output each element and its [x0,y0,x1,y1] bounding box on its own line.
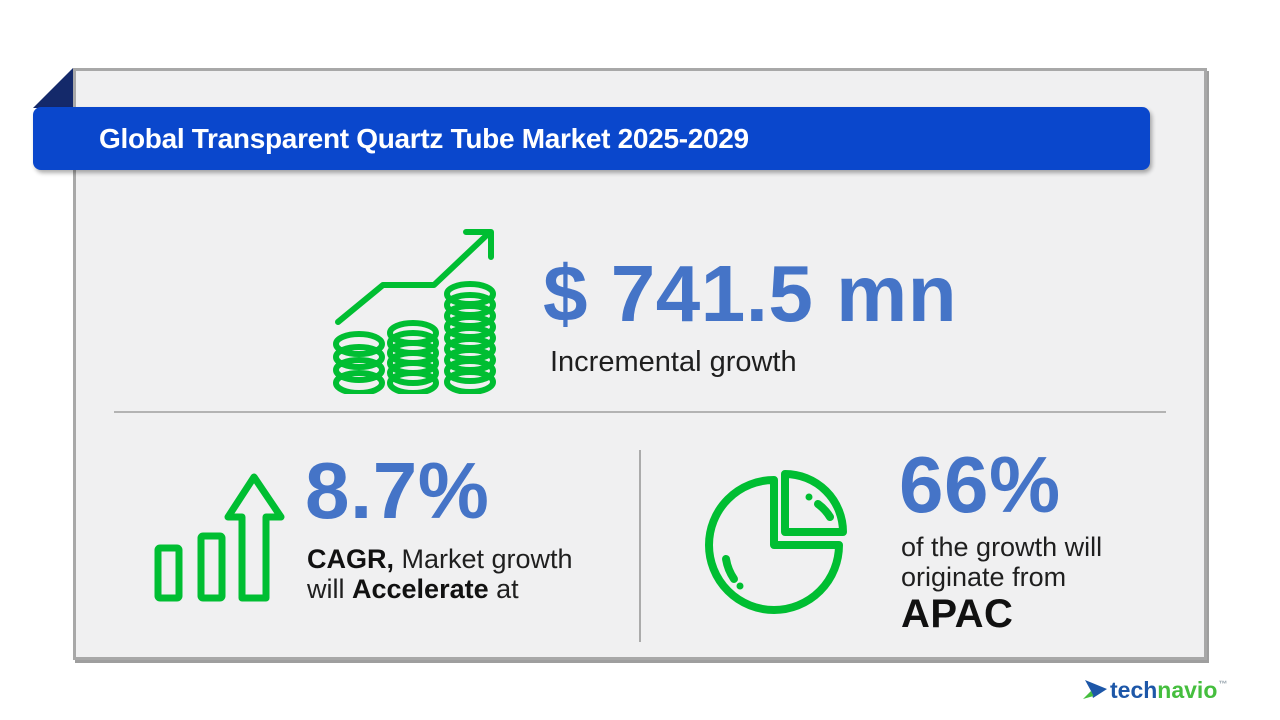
page-title: Global Transparent Quartz Tube Market 20… [99,122,749,154]
pie-chart-icon [705,470,847,614]
ribbon-fold [33,68,73,108]
bar-chart-up-arrow-icon [154,473,285,602]
region-line2: originate from [901,562,1067,592]
brand-text-tech: tech [1110,677,1158,703]
region-name: APAC [901,592,1014,636]
region-description: of the growth will originate from [901,532,1102,592]
technavio-plane-icon [1083,680,1107,699]
region-share-value: 66% [899,440,1061,529]
title-banner: Global Transparent Quartz Tube Market 20… [33,107,1150,170]
coin-stack-growth-icon [333,229,496,394]
cagr-value: 8.7% [305,446,490,535]
incremental-growth-label: Incremental growth [550,346,797,378]
brand-text-navio: navio [1157,677,1218,703]
incremental-growth-value: $ 741.5 mn [543,249,958,338]
cagr-description: CAGR, Market growth will Accelerate at [307,544,573,604]
trademark-symbol: ™ [1218,679,1228,689]
cagr-line1: CAGR, Market growth [307,544,573,574]
technavio-logo: tech navio ™ [1083,679,1227,702]
vertical-divider [639,450,641,642]
region-line1: of the growth will [901,532,1103,562]
cagr-line2: will Accelerate at [307,574,519,604]
horizontal-divider [114,411,1166,413]
